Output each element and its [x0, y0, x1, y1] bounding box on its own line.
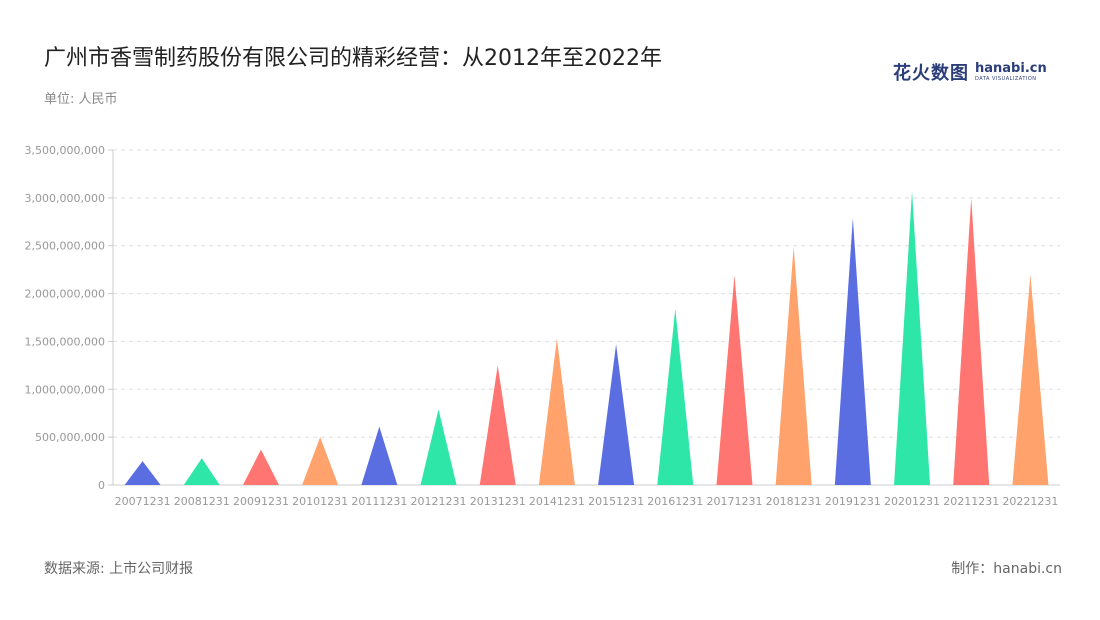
bar-20121231: [420, 409, 457, 485]
x-tick-label: 20181231: [766, 495, 822, 508]
unit-label: 单位: 人民币: [44, 92, 118, 107]
x-tick-label: 20141231: [529, 495, 585, 508]
y-tick-label: 1,000,000,000: [25, 383, 105, 396]
data-source: 数据来源: 上市公司财报: [44, 561, 194, 577]
chart-title: 广州市香雪制药股份有限公司的精彩经营：从2012年至2022年: [44, 46, 662, 71]
x-tick-label: 20161231: [647, 495, 703, 508]
bar-20211231: [953, 197, 990, 485]
x-tick-label: 20081231: [174, 495, 230, 508]
logo-text-en: hanabi.cn: [975, 61, 1047, 76]
bar-20221231: [1012, 274, 1049, 485]
bar-20151231: [598, 344, 635, 485]
bar-20131231: [479, 365, 516, 485]
x-tick-label: 20171231: [706, 495, 762, 508]
x-tick-label: 20091231: [233, 495, 289, 508]
x-tick-label: 20111231: [351, 495, 407, 508]
x-tick-label: 20101231: [292, 495, 348, 508]
bar-20081231: [183, 458, 220, 485]
logo-text-cn: 花火数图: [893, 63, 969, 84]
x-tick-label: 20121231: [411, 495, 467, 508]
x-tick-label: 20191231: [825, 495, 881, 508]
x-tick-label: 20211231: [943, 495, 999, 508]
bar-20141231: [538, 338, 575, 485]
x-tick-label: 20201231: [884, 495, 940, 508]
bar-20201231: [894, 191, 931, 485]
y-tick-label: 3,500,000,000: [25, 144, 105, 157]
bar-20171231: [716, 275, 753, 485]
y-tick-label: 500,000,000: [35, 431, 105, 444]
y-tick-label: 2,500,000,000: [25, 240, 105, 253]
bar-20101231: [302, 437, 339, 485]
x-tick-label: 20071231: [115, 495, 171, 508]
bar-20111231: [361, 426, 398, 485]
y-tick-label: 0: [98, 479, 105, 492]
y-tick-label: 1,500,000,000: [25, 335, 105, 348]
logo-text-en-block: hanabi.cn DATA VISUALIZATION: [975, 62, 1047, 82]
bar-20181231: [775, 246, 812, 485]
brand-logo[interactable]: 花火数图 hanabi.cn DATA VISUALIZATION: [893, 60, 1047, 84]
x-tick-label: 20131231: [470, 495, 526, 508]
bar-20091231: [242, 449, 279, 485]
x-tick-label: 20221231: [1002, 495, 1058, 508]
y-tick-label: 3,000,000,000: [25, 192, 105, 205]
bar-20071231: [124, 461, 161, 485]
maker-credit: 制作：hanabi.cn: [951, 561, 1062, 577]
bar-20191231: [834, 217, 871, 485]
x-tick-label: 20151231: [588, 495, 644, 508]
bar-20161231: [657, 308, 694, 485]
y-tick-label: 2,000,000,000: [25, 288, 105, 301]
logo-subtitle: DATA VISUALIZATION: [975, 76, 1037, 82]
